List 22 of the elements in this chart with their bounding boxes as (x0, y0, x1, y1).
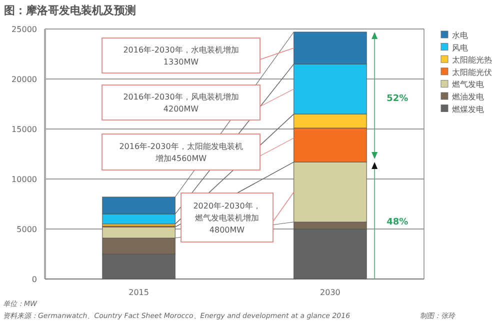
annotation: 48% (386, 218, 408, 228)
annotation: 2020年-2030年，燃气发电装机增加4800MW (193, 202, 261, 234)
x-tick-label: 2030 (320, 288, 340, 297)
y-tick-label: 10000 (12, 175, 37, 184)
legend-label: 太阳能光热 (452, 56, 492, 65)
legend-label: 燃气发电 (452, 80, 484, 90)
legend-label: 水电 (452, 31, 468, 40)
legend-label: 太阳能光伏 (452, 68, 492, 77)
x-tick-label: 2015 (128, 288, 149, 297)
legend-label: 风电 (452, 43, 468, 52)
y-tick-label: 20000 (12, 75, 37, 84)
annotation: 2016年-2030年，太阳能发电装机增加4560MW (119, 142, 243, 163)
legend-label: 燃油发电 (452, 92, 484, 102)
annotation: 2016年-2030年，风电装机增加4200MW (123, 92, 239, 114)
chart-title: 图：摩洛哥发电装机及预测 (4, 4, 136, 17)
annotation: 2016年-2030年，水电装机增加1330MW (123, 46, 239, 66)
y-tick-label: 0 (32, 275, 37, 284)
y-tick-label: 25000 (12, 25, 37, 34)
legend-label: 燃煤发电 (452, 104, 484, 114)
annotation: 52% (386, 94, 408, 104)
y-tick-label: 15000 (12, 125, 37, 134)
y-tick-label: 5000 (16, 225, 37, 234)
